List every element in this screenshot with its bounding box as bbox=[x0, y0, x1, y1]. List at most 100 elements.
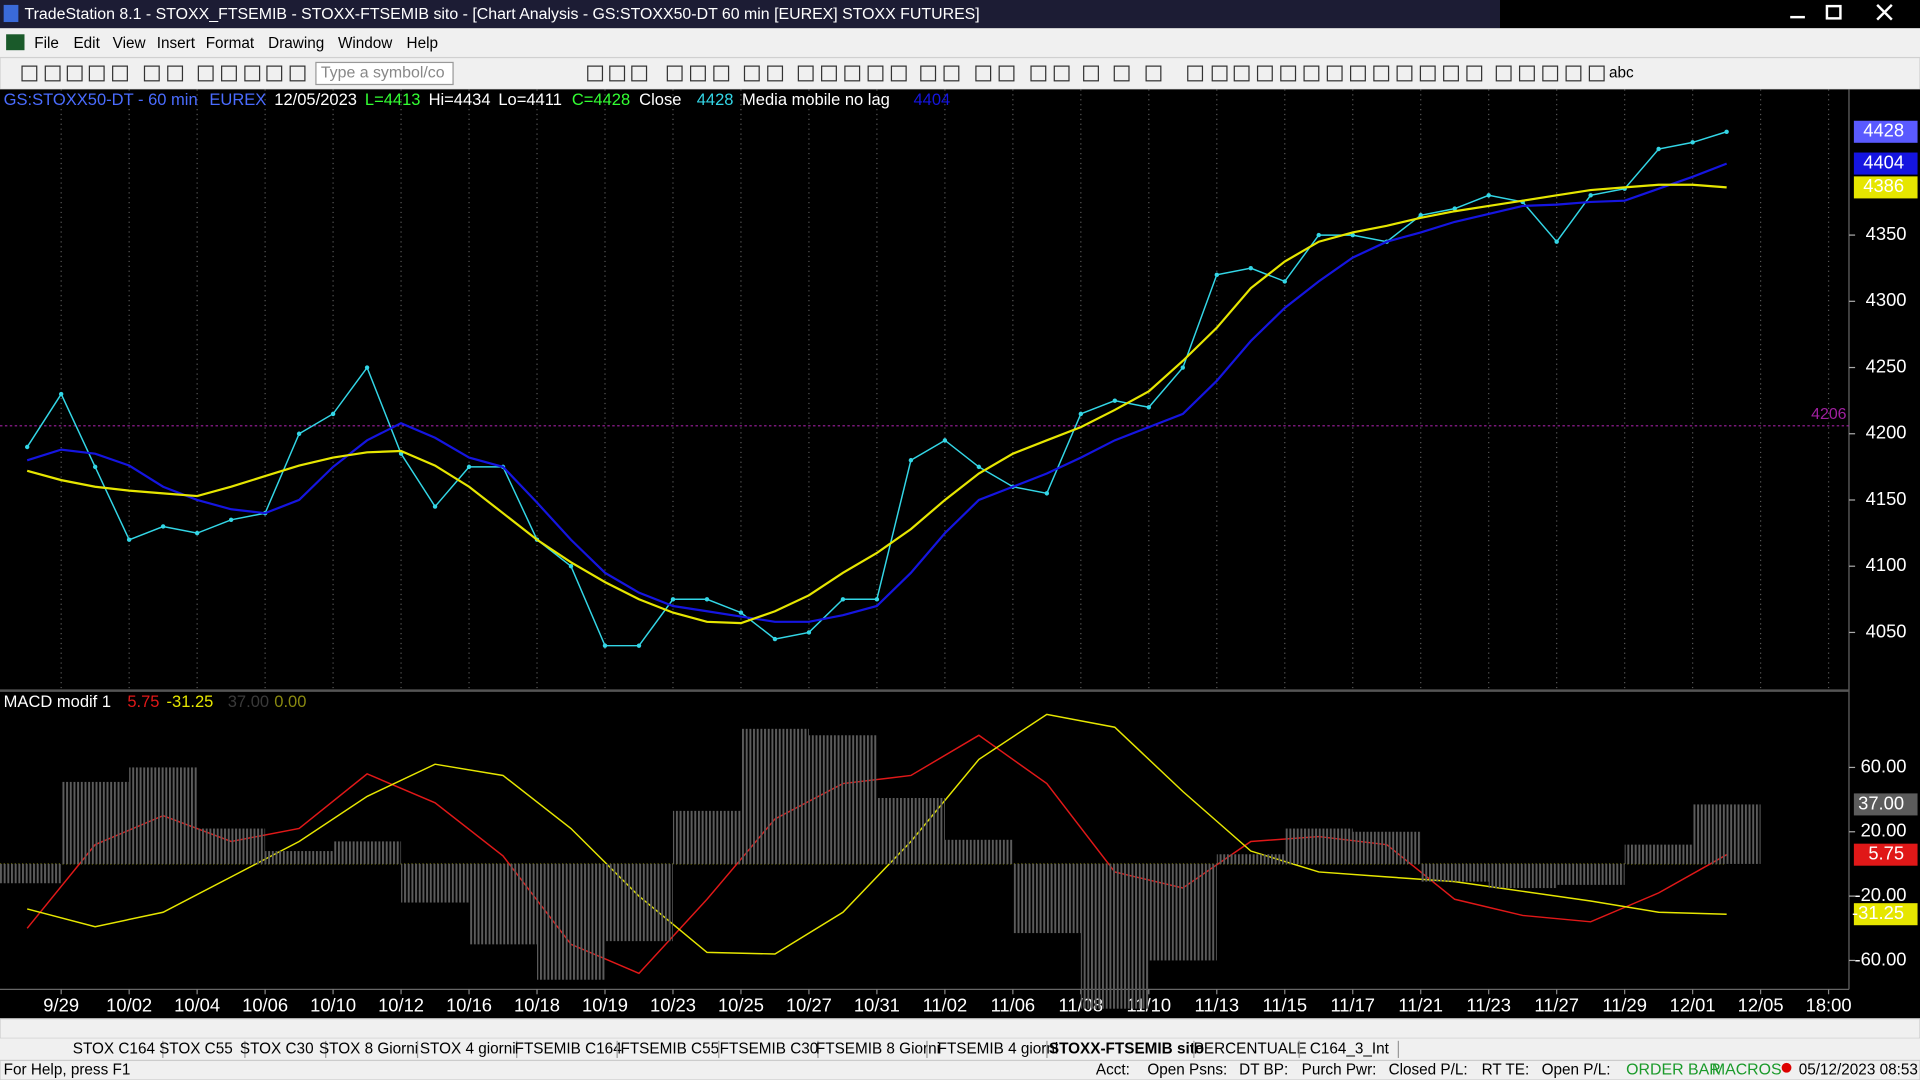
toolbar-icon[interactable] bbox=[44, 65, 61, 82]
toolbar-icon[interactable] bbox=[1588, 65, 1605, 82]
histogram-bar bbox=[604, 863, 673, 942]
tab[interactable]: FTSEMIB 8 Giorni bbox=[816, 1040, 940, 1057]
toolbar-icon[interactable] bbox=[666, 65, 683, 82]
toolbar-icon[interactable] bbox=[1187, 65, 1204, 82]
toolbar-icon[interactable] bbox=[1396, 65, 1413, 82]
x-tick-label: 11/29 bbox=[1602, 994, 1647, 1015]
tab[interactable]: FTSEMIB C55 bbox=[620, 1040, 719, 1057]
toolbar-icon[interactable] bbox=[1565, 65, 1582, 82]
toolbar-icon[interactable] bbox=[690, 65, 706, 82]
toolbar-icon[interactable] bbox=[1211, 65, 1228, 82]
toolbar-icon[interactable] bbox=[244, 65, 261, 82]
toolbar-icon[interactable] bbox=[167, 65, 184, 82]
point bbox=[330, 411, 336, 417]
toolbar-icon[interactable] bbox=[587, 65, 604, 82]
toolbar-icon[interactable] bbox=[1083, 65, 1099, 82]
toolbar-icon[interactable] bbox=[1280, 65, 1297, 82]
toolbar-icon[interactable] bbox=[1145, 65, 1162, 82]
menu-item[interactable]: Insert bbox=[157, 35, 196, 52]
menu-item[interactable]: Help bbox=[407, 35, 438, 52]
toolbar-icon[interactable] bbox=[1303, 65, 1320, 82]
toolbar-icon[interactable] bbox=[713, 65, 730, 82]
menu-item[interactable]: Format bbox=[206, 35, 255, 52]
toolbar-icon[interactable] bbox=[1326, 65, 1343, 82]
toolbar-icon[interactable] bbox=[143, 65, 160, 82]
scrollbar[interactable] bbox=[0, 1018, 1920, 1039]
chart-header: C=4428 bbox=[572, 90, 630, 109]
indicator-title: MACD modif 1 bbox=[4, 692, 111, 711]
tab[interactable]: FTSEMIB C30 bbox=[720, 1040, 819, 1057]
toolbar-icon[interactable] bbox=[1350, 65, 1366, 82]
toolbar-icon[interactable] bbox=[1113, 65, 1130, 82]
toolbar-icon[interactable] bbox=[743, 65, 760, 82]
toolbar-icon[interactable] bbox=[998, 65, 1015, 82]
toolbar-icon[interactable] bbox=[867, 65, 884, 82]
tab[interactable]: STOX 8 Giorni bbox=[319, 1040, 418, 1057]
menu-item[interactable]: File bbox=[34, 35, 59, 52]
toolbar-icon[interactable] bbox=[266, 65, 283, 82]
toolbar-icon[interactable] bbox=[821, 65, 837, 82]
close[interactable] bbox=[1876, 4, 1893, 21]
tab[interactable]: STOXX-FTSEMIB sito bbox=[1049, 1040, 1204, 1057]
toolbar-icon[interactable] bbox=[767, 65, 784, 82]
chart-header: EUREX bbox=[209, 90, 266, 109]
toolbar-icon[interactable] bbox=[975, 65, 992, 82]
toolbar-icon[interactable] bbox=[844, 65, 861, 82]
toolbar-icon[interactable] bbox=[112, 65, 128, 82]
toolbar-icon[interactable] bbox=[943, 65, 960, 82]
menu-item[interactable]: Edit bbox=[73, 35, 100, 52]
window-title: TradeStation 8.1 - STOXX_FTSEMIB - STOXX… bbox=[24, 6, 979, 23]
text-tool[interactable]: abc bbox=[1609, 65, 1634, 82]
macros[interactable]: MACROS bbox=[1712, 1061, 1782, 1078]
y-tick-label: 4150 bbox=[1866, 488, 1907, 509]
toolbar-icon[interactable] bbox=[1030, 65, 1047, 82]
tab-bar bbox=[0, 1038, 1920, 1061]
toolbar-icon[interactable] bbox=[890, 65, 907, 82]
window-controls[interactable] bbox=[1790, 4, 1893, 21]
toolbar-icon[interactable] bbox=[1542, 65, 1559, 82]
point bbox=[1180, 365, 1186, 370]
order-bar[interactable]: ORDER BAR bbox=[1626, 1061, 1721, 1078]
toolbar-icon[interactable] bbox=[1256, 65, 1273, 82]
toolbar-icon[interactable] bbox=[1373, 65, 1390, 82]
toolbar-icon[interactable] bbox=[920, 65, 937, 82]
toolbar-icon[interactable] bbox=[1466, 65, 1483, 82]
tab[interactable]: STOX 4 giorni bbox=[420, 1040, 516, 1057]
point bbox=[1112, 398, 1118, 403]
status-field: Open Psns: bbox=[1147, 1061, 1227, 1078]
symbol-input[interactable] bbox=[315, 61, 454, 86]
toolbar-icon[interactable] bbox=[1495, 65, 1512, 82]
tab[interactable]: FTSEMIB 4 giorni bbox=[938, 1040, 1059, 1057]
menu-item[interactable]: Drawing bbox=[268, 35, 324, 52]
symbol-input-text[interactable]: Type a symbol/co bbox=[321, 65, 445, 82]
tab[interactable]: C164_3_Int bbox=[1310, 1040, 1390, 1057]
toolbar-icon[interactable] bbox=[631, 65, 648, 82]
maximize[interactable] bbox=[1825, 4, 1842, 20]
tab[interactable]: PERCENTUALE bbox=[1194, 1040, 1307, 1057]
toolbar-icon[interactable] bbox=[609, 65, 626, 82]
x-tick-label: 10/27 bbox=[786, 994, 832, 1015]
menu-item[interactable]: Window bbox=[338, 35, 393, 52]
menu-item[interactable]: View bbox=[113, 35, 147, 52]
tab[interactable]: STOX C55 bbox=[159, 1040, 233, 1057]
value-box-label: -31.25 bbox=[1852, 902, 1904, 923]
toolbar-icon[interactable] bbox=[197, 65, 214, 82]
toolbar-icon[interactable] bbox=[797, 65, 814, 82]
tab[interactable]: FTSEMIB C164 bbox=[515, 1040, 623, 1057]
y-tick-label: 4350 bbox=[1866, 223, 1907, 244]
toolbar-icon[interactable] bbox=[289, 65, 306, 82]
toolbar-icon[interactable] bbox=[1053, 65, 1070, 82]
point bbox=[908, 458, 914, 463]
toolbar-icon[interactable] bbox=[221, 65, 237, 82]
toolbar-icon[interactable] bbox=[66, 65, 83, 82]
toolbar-icon[interactable] bbox=[1443, 65, 1459, 82]
toolbar-icon[interactable] bbox=[21, 65, 38, 82]
tab[interactable]: STOX C164 bbox=[73, 1040, 156, 1057]
toolbar-icon[interactable] bbox=[88, 65, 105, 82]
series-last: 4428 bbox=[697, 90, 734, 109]
toolbar-icon[interactable] bbox=[1419, 65, 1436, 82]
toolbar-icon[interactable] bbox=[1233, 65, 1250, 82]
toolbar-icon[interactable] bbox=[1518, 65, 1535, 82]
tab[interactable]: STOX C30 bbox=[240, 1040, 314, 1057]
